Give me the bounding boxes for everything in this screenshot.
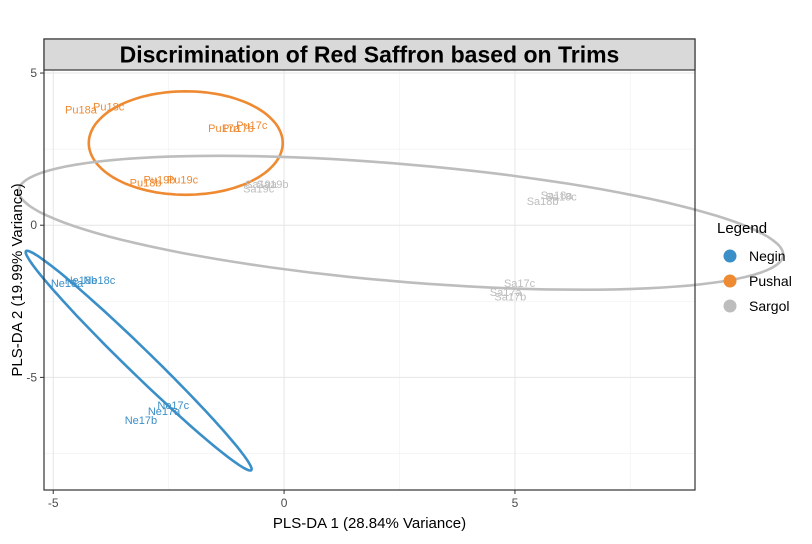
point-label-pu17a: Pu17a — [208, 123, 241, 135]
point-label-sa17c: Sa17c — [504, 278, 536, 290]
axis-ticks: -5 0 5 -5 0 5 — [26, 66, 518, 510]
legend-label-pushal: Pushal — [749, 273, 792, 289]
point-label-sa19c: Sa19c — [243, 184, 275, 196]
x-tick-label: -5 — [48, 496, 59, 510]
x-tick-label: 0 — [281, 496, 288, 510]
ellipse-negin — [24, 249, 253, 472]
legend: Legend Negin Pushal Sargol — [717, 220, 792, 314]
point-label-ne17c: Ne17c — [157, 400, 189, 412]
point-label-ne17a: Ne17a — [148, 406, 181, 418]
y-tick-label: 5 — [30, 66, 37, 80]
point-label-sa18a: Sa18a — [541, 190, 574, 202]
point-label-pu17b: Pu17b — [222, 123, 254, 135]
point-label-pu18c: Pu18c — [93, 102, 125, 114]
legend-key-pushal — [723, 274, 737, 288]
legend-key-sargol — [723, 299, 737, 313]
chart-title: Discrimination of Red Saffron based on T… — [120, 42, 620, 68]
point-label-ne17b: Ne17b — [125, 415, 157, 427]
x-axis-title: PLS-DA 1 (28.84% Variance) — [273, 515, 466, 532]
point-label-pu17c: Pu17c — [236, 120, 268, 132]
y-tick-label: 0 — [30, 218, 37, 232]
point-label-sa17b: Sa17b — [494, 292, 526, 304]
legend-title: Legend — [717, 220, 767, 237]
point-label-sa18c: Sa18c — [546, 191, 578, 203]
point-label-pu18b: Pu18b — [130, 178, 162, 190]
grid-lines — [44, 70, 695, 490]
legend-label-sargol: Sargol — [749, 298, 789, 314]
ellipse-sargol — [17, 154, 785, 291]
point-label-ne18a: Ne18a — [51, 278, 84, 290]
ellipse-pushal — [87, 89, 285, 197]
confidence-ellipses — [17, 89, 785, 472]
point-label-sa19a: Sa19a — [245, 179, 278, 191]
y-axis-title: PLS-DA 2 (19.99% Variance) — [9, 183, 26, 376]
point-label-ne18c: Ne18c — [84, 275, 116, 287]
point-label-ne18b: Ne18b — [65, 275, 97, 287]
legend-key-negin — [723, 249, 737, 263]
legend-label-negin: Negin — [749, 248, 786, 264]
point-label-pu18a: Pu18a — [65, 105, 98, 117]
point-label-sa18b: Sa18b — [527, 196, 559, 208]
point-label-pu19c: Pu19c — [167, 175, 199, 187]
x-tick-label: 5 — [512, 496, 519, 510]
point-label-sa17a: Sa17a — [490, 287, 523, 299]
point-label-pu19b: Pu19b — [144, 175, 176, 187]
y-tick-label: -5 — [26, 370, 37, 384]
point-label-sa19b: Sa19b — [257, 179, 289, 191]
title-strip — [43, 38, 696, 71]
